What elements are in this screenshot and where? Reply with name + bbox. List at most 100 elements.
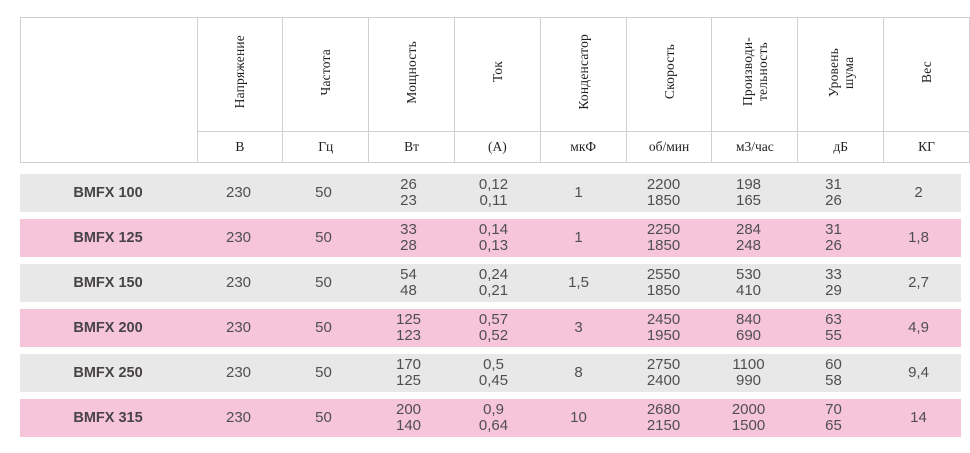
table-row: BMFX 100 230 50 26 23 0,12 0,11 1 2200 1850 198… xyxy=(20,174,961,212)
value-cell: 2750 2400 xyxy=(646,356,681,389)
model-name: BMFX 200 xyxy=(73,320,143,336)
column-header-label: Частота xyxy=(318,48,334,96)
column-header-label: Ток xyxy=(489,61,505,83)
value-cell: 9,4 xyxy=(908,364,929,381)
value-cell: 1,8 xyxy=(908,229,929,246)
value-cell: 0,5 0,45 xyxy=(478,356,509,389)
value-cell: 125 123 xyxy=(395,311,422,344)
value-cell: 10 xyxy=(570,409,587,426)
value-cell: 0,12 0,11 xyxy=(478,176,509,209)
value-cell: 54 48 xyxy=(400,266,417,299)
value-cell: 31 26 xyxy=(825,221,842,254)
column-header: Ток xyxy=(453,17,541,132)
value-cell: 3 xyxy=(574,319,583,336)
value-cell: 230 xyxy=(225,184,252,201)
column-header-label: Уровень шума xyxy=(825,47,856,97)
value-cell: 840 690 xyxy=(735,311,762,344)
model-name: BMFX 100 xyxy=(73,185,143,201)
model-name: BMFX 125 xyxy=(73,230,143,246)
value-cell: 170 125 xyxy=(395,356,422,389)
value-cell: 60 58 xyxy=(825,356,842,389)
value-cell: 2550 1850 xyxy=(646,266,681,299)
value-cell: 33 29 xyxy=(825,266,842,299)
unit-cell: дБ xyxy=(797,131,885,163)
value-cell: 1 xyxy=(574,184,583,201)
value-cell: 198 165 xyxy=(735,176,762,209)
value-cell: 31 26 xyxy=(825,176,842,209)
value-cell: 50 xyxy=(315,229,332,246)
value-cell: 70 65 xyxy=(825,401,842,434)
value-cell: 8 xyxy=(574,364,583,381)
column-header-label: Скорость xyxy=(661,44,677,100)
spec-table-header: Напряжение Частота Мощность Ток Конденсатор С… xyxy=(20,17,970,163)
value-cell: 1,5 xyxy=(568,274,589,291)
value-cell: 284 248 xyxy=(735,221,762,254)
value-cell: 200 140 xyxy=(395,401,422,434)
header-row-names: Напряжение Частота Мощность Ток Конденсатор С… xyxy=(20,17,970,163)
value-cell: 33 28 xyxy=(400,221,417,254)
value-cell: 230 xyxy=(225,409,252,426)
column-header: Частота xyxy=(282,17,370,132)
value-cell: 2 xyxy=(914,184,923,201)
model-name: BMFX 150 xyxy=(73,275,143,291)
column-header: Производи- тельность xyxy=(711,17,799,132)
unit-cell: Вт xyxy=(368,131,455,163)
value-cell: 4,9 xyxy=(908,319,929,336)
value-cell: 1100 990 xyxy=(732,356,765,389)
value-cell: 0,14 0,13 xyxy=(478,221,509,254)
value-cell: 2250 1850 xyxy=(646,221,681,254)
table-row: BMFX 315 230 50 200 140 0,9 0,64 10 2680 2150 2… xyxy=(20,399,961,437)
column-header-label: Мощность xyxy=(404,40,420,104)
value-cell: 1 xyxy=(574,229,583,246)
model-name: BMFX 250 xyxy=(73,365,143,381)
value-cell: 2000 1500 xyxy=(731,401,766,434)
value-cell: 230 xyxy=(225,364,252,381)
value-cell: 0,57 0,52 xyxy=(478,311,509,344)
value-cell: 2450 1950 xyxy=(646,311,681,344)
value-cell: 2200 1850 xyxy=(646,176,681,209)
value-cell: 230 xyxy=(225,229,252,246)
value-cell: 230 xyxy=(225,274,252,291)
column-header: Конденсатор xyxy=(539,17,627,132)
spec-table-rows: BMFX 100 230 50 26 23 0,12 0,11 1 2200 1850 198… xyxy=(20,174,961,437)
value-cell: 0,9 0,64 xyxy=(478,401,509,434)
table-row: BMFX 200 230 50 125 123 0,57 0,52 3 2450 1950 8… xyxy=(20,309,961,347)
value-cell: 2680 2150 xyxy=(646,401,681,434)
column-header: Мощность xyxy=(368,17,455,132)
column-header: Вес xyxy=(883,17,970,132)
header-row-units: В Гц Вт (А) мкФ об/мин м3/час дБ КГ xyxy=(21,131,970,163)
unit-cell: В xyxy=(196,131,284,163)
column-header-label: Производи- тельность xyxy=(739,37,770,107)
column-header: Скорость xyxy=(625,17,713,132)
value-cell: 50 xyxy=(315,319,332,336)
column-header: Уровень шума xyxy=(797,17,885,132)
table-row: BMFX 250 230 50 170 125 0,5 0,45 8 2750 2400 11… xyxy=(20,354,961,392)
table-row: BMFX 125 230 50 33 28 0,14 0,13 1 2250 1850 284… xyxy=(20,219,961,257)
column-header-label: Напряжение xyxy=(232,35,248,109)
unit-cell: м3/час xyxy=(711,131,799,163)
unit-cell: об/мин xyxy=(625,131,713,163)
value-cell: 50 xyxy=(315,184,332,201)
unit-cell: Гц xyxy=(282,131,370,163)
unit-cell: (А) xyxy=(453,131,541,163)
unit-cell: КГ xyxy=(883,131,970,163)
value-cell: 26 23 xyxy=(400,176,417,209)
value-cell: 14 xyxy=(910,409,927,426)
column-header: Напряжение xyxy=(196,17,284,132)
value-cell: 2,7 xyxy=(908,274,929,291)
value-cell: 230 xyxy=(225,319,252,336)
value-cell: 50 xyxy=(315,364,332,381)
model-column-header xyxy=(20,17,198,163)
value-cell: 50 xyxy=(315,274,332,291)
spec-table: Напряжение Частота Мощность Ток Конденсатор С… xyxy=(20,17,970,444)
value-cell: 530 410 xyxy=(735,266,762,299)
table-row: BMFX 150 230 50 54 48 0,24 0,21 1,5 2550 1850 5… xyxy=(20,264,961,302)
value-cell: 50 xyxy=(315,409,332,426)
value-cell: 63 55 xyxy=(825,311,842,344)
spec-table-body: BMFX 100 230 50 26 23 0,12 0,11 1 2200 1850 198… xyxy=(20,167,961,444)
column-header-label: Вес xyxy=(919,61,935,83)
column-header-label: Конденсатор xyxy=(575,34,591,110)
model-name: BMFX 315 xyxy=(73,410,143,426)
value-cell: 0,24 0,21 xyxy=(478,266,509,299)
unit-cell: мкФ xyxy=(539,131,627,163)
